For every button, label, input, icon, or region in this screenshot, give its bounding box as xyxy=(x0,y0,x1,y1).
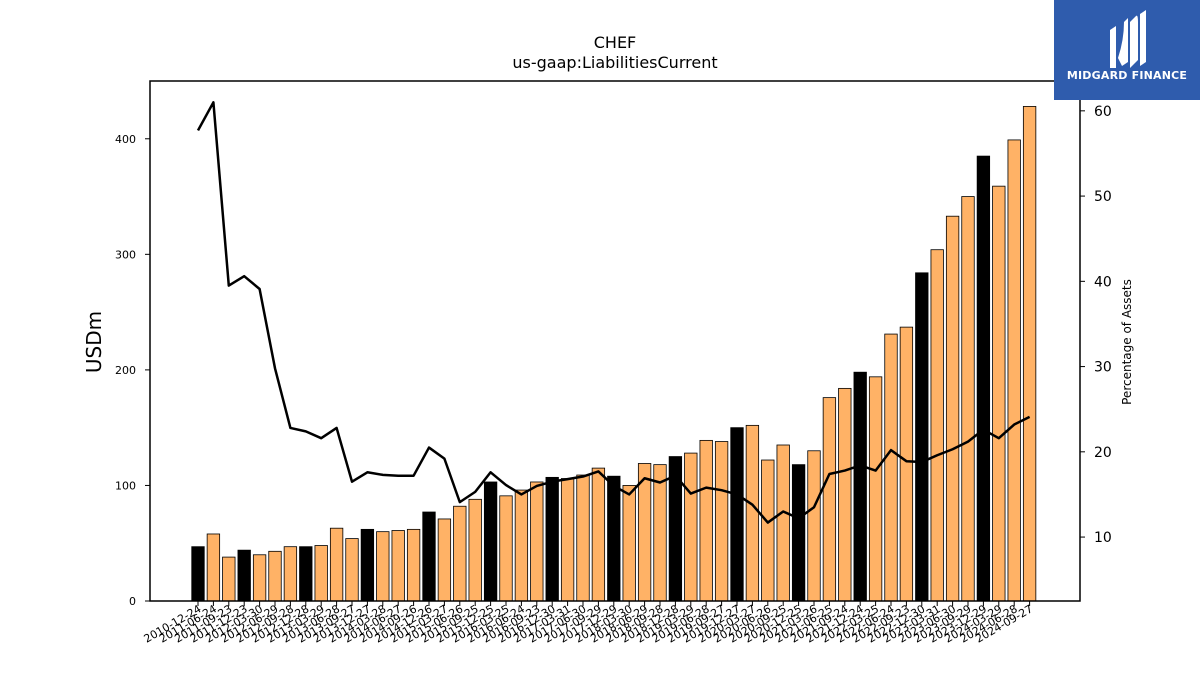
bar-2016-09-23 xyxy=(530,481,544,602)
bar-2014-09-26 xyxy=(406,528,421,602)
y2-tick-label: 30 xyxy=(1094,360,1112,376)
bar-2015-03-27 xyxy=(437,518,452,602)
bar-2016-12-30 xyxy=(545,476,559,602)
y2-axis-label: Percentage of Assets xyxy=(1120,279,1134,405)
bar-2011-06-24 xyxy=(206,533,221,602)
bar-2013-12-27 xyxy=(360,528,375,602)
bar-series xyxy=(191,106,1037,602)
y2-tick-label: 50 xyxy=(1094,189,1112,205)
y-tick-label: 400 xyxy=(115,133,136,146)
logo-text: MIDGARD FINANCE xyxy=(1066,69,1188,82)
bar-2015-06-26 xyxy=(453,505,467,602)
bar-2012-06-29 xyxy=(268,550,282,602)
y2-tick-label: 60 xyxy=(1094,104,1112,120)
bar-2015-12-25 xyxy=(483,481,498,602)
y-axis-label: USDm xyxy=(82,311,106,373)
percentage-line xyxy=(196,101,1031,524)
bar-2020-03-27 xyxy=(745,424,760,602)
logo-mark-icon xyxy=(1110,10,1146,69)
bar-2013-09-27 xyxy=(345,538,359,602)
bar-2010-12-24 xyxy=(191,546,205,602)
bar-2020-06-26 xyxy=(761,459,775,602)
bar-2020-09-25 xyxy=(776,444,790,602)
bar-2020-12-25 xyxy=(791,464,806,602)
bar-2023-03-31 xyxy=(930,249,944,602)
bar-2024-03-29 xyxy=(992,185,1006,602)
bar-2018-09-28 xyxy=(653,464,667,602)
bar-2017-06-30 xyxy=(576,474,590,602)
bar-2015-09-25 xyxy=(468,498,482,602)
chart-subtitle: us-gaap:LiabilitiesCurrent xyxy=(512,53,717,72)
chart-title: CHEF xyxy=(594,33,637,52)
bar-2014-03-28 xyxy=(376,531,390,602)
bar-2017-03-31 xyxy=(560,478,575,602)
bar-2011-12-23 xyxy=(237,549,251,602)
bar-2023-12-29 xyxy=(976,155,991,602)
bar-2024-09-27 xyxy=(1022,106,1037,602)
bar-2021-12-24 xyxy=(853,371,867,602)
bar-2021-06-25 xyxy=(822,397,837,602)
y-tick-label: 300 xyxy=(115,248,136,261)
bar-2018-03-30 xyxy=(622,485,636,602)
bar-2021-03-26 xyxy=(807,450,821,602)
bar-2012-03-30 xyxy=(252,554,267,602)
y2-tick-label: 20 xyxy=(1094,445,1112,461)
bar-2017-09-29 xyxy=(591,467,606,602)
bar-2019-12-27 xyxy=(730,427,744,602)
bar-2012-09-28 xyxy=(283,546,298,602)
bar-2014-06-27 xyxy=(391,530,405,602)
y-tick-label: 200 xyxy=(115,364,136,377)
y2-tick-label: 40 xyxy=(1094,274,1112,290)
bar-2022-09-23 xyxy=(899,326,914,602)
bar-2023-09-29 xyxy=(961,196,975,602)
bar-2021-09-24 xyxy=(838,387,852,602)
bar-2022-03-25 xyxy=(868,376,883,602)
y2-tick-label: 10 xyxy=(1094,530,1112,546)
bar-2014-12-26 xyxy=(422,511,436,602)
midgard-finance-logo: MIDGARD FINANCE xyxy=(1054,0,1200,100)
bar-2017-12-29 xyxy=(607,475,621,602)
axes: 01002003004001020304050602010-12-242011-… xyxy=(115,80,1112,646)
bar-2019-09-27 xyxy=(714,441,729,602)
bar-2011-09-23 xyxy=(222,556,236,602)
bar-2019-06-28 xyxy=(699,439,713,602)
bar-2022-12-30 xyxy=(915,272,929,602)
bar-2022-06-24 xyxy=(884,333,898,602)
bar-2012-12-28 xyxy=(299,546,313,602)
bar-2016-03-25 xyxy=(499,495,513,602)
bar-2024-06-28 xyxy=(1007,139,1021,602)
bar-2023-06-30 xyxy=(945,215,960,602)
bar-2013-06-28 xyxy=(329,527,344,602)
bar-2019-03-29 xyxy=(684,452,698,602)
y-tick-label: 0 xyxy=(129,595,136,608)
plot-frame xyxy=(149,80,1081,602)
y-tick-label: 100 xyxy=(115,479,136,492)
bar-2013-03-29 xyxy=(314,545,328,602)
bar-2016-06-24 xyxy=(514,489,529,602)
